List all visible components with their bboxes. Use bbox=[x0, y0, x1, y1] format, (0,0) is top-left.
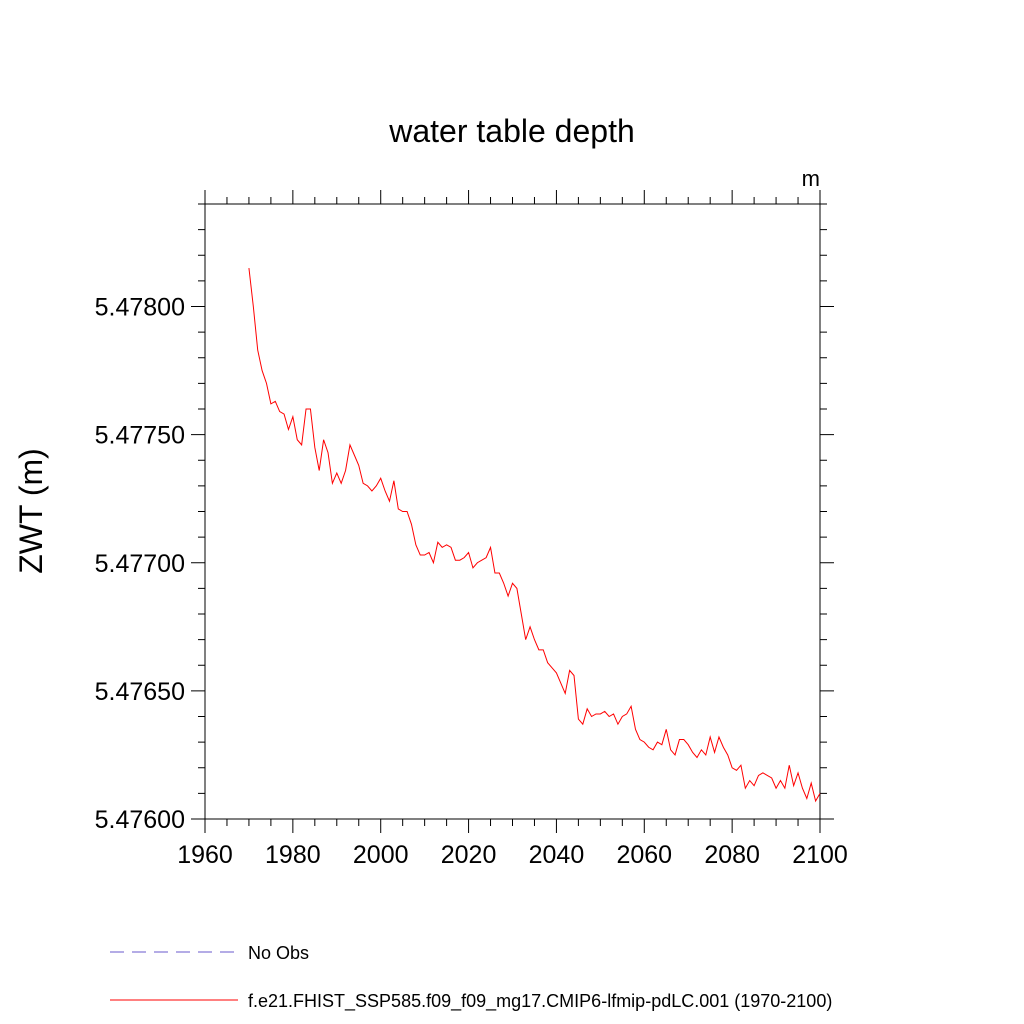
series-line bbox=[248, 268, 821, 803]
legend-label: No Obs bbox=[248, 943, 309, 963]
y-axis-label: ZWT (m) bbox=[13, 448, 49, 574]
y-tick-label: 5.47700 bbox=[95, 550, 185, 578]
x-tick-label: 2040 bbox=[529, 841, 585, 869]
units-label: m bbox=[802, 166, 820, 191]
x-tick-label: 2100 bbox=[792, 841, 848, 869]
legend-label: f.e21.FHIST_SSP585.f09_f09_mg17.CMIP6-lf… bbox=[248, 991, 832, 1012]
y-tick-label: 5.47750 bbox=[95, 422, 185, 450]
chart-title: water table depth bbox=[388, 113, 635, 149]
x-tick-label: 2080 bbox=[704, 841, 760, 869]
y-tick-label: 5.47800 bbox=[95, 294, 185, 322]
x-tick-label: 2020 bbox=[441, 841, 497, 869]
x-tick-label: 1980 bbox=[265, 841, 321, 869]
plot-frame bbox=[204, 203, 821, 820]
x-tick-label: 2000 bbox=[353, 841, 409, 869]
y-tick-label: 5.47650 bbox=[95, 678, 185, 706]
y-tick-label: 5.47600 bbox=[95, 806, 185, 834]
x-tick-label: 1960 bbox=[177, 841, 233, 869]
x-tick-label: 2060 bbox=[616, 841, 672, 869]
